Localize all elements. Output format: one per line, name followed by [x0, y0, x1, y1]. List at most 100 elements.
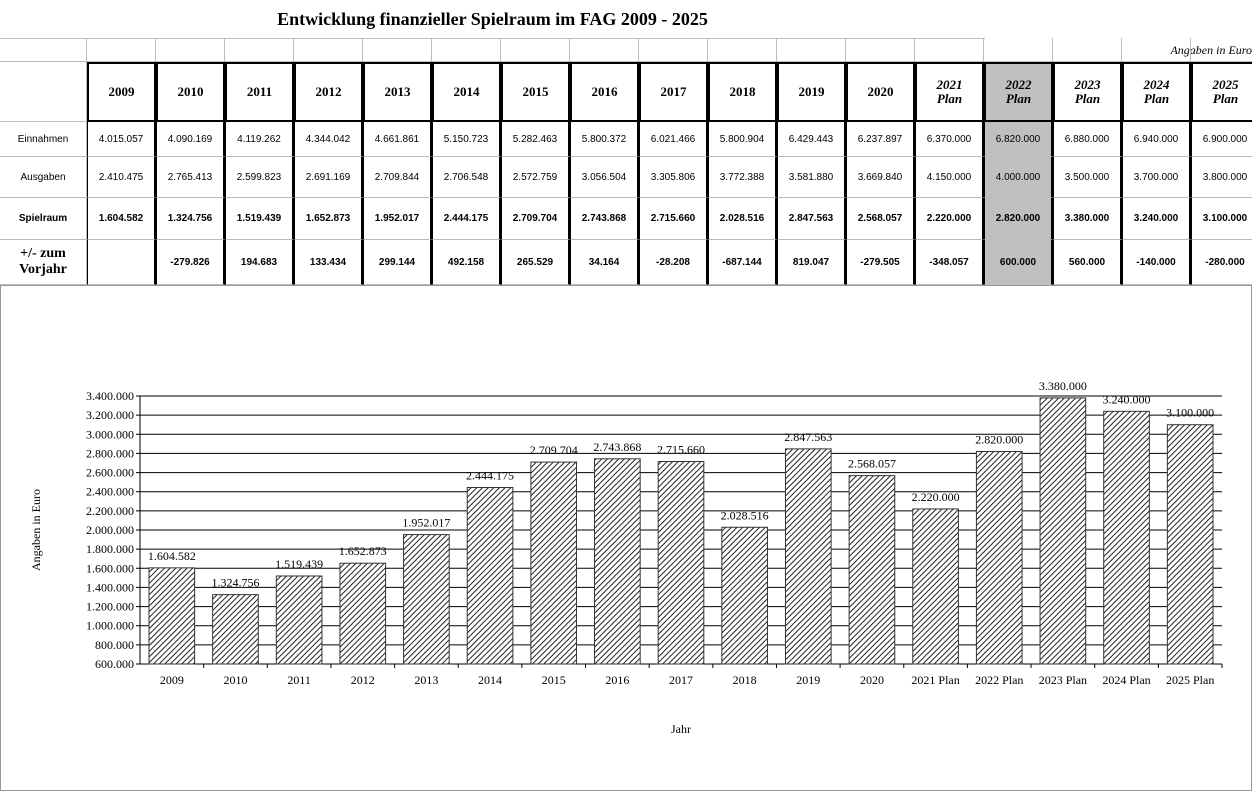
x-tick-label: 2021 Plan: [911, 673, 960, 687]
cell: 1.604.582: [87, 198, 156, 240]
cell: 2.715.660: [639, 198, 708, 240]
data-label: 3.240.000: [1103, 392, 1151, 406]
bar: [1166, 424, 1214, 665]
cell: [501, 38, 570, 62]
cell: -280.000: [1191, 240, 1252, 285]
y-tick-label: 2.600.000: [86, 466, 134, 480]
data-label: 1.652.873: [339, 544, 387, 558]
cell: [156, 38, 225, 62]
cell: 492.158: [432, 240, 501, 285]
cell: 2.028.516: [708, 198, 777, 240]
x-tick-label: 2019: [796, 673, 821, 687]
data-label: 1.324.756: [211, 576, 259, 590]
cell: 3.500.000: [1053, 157, 1122, 198]
data-label: 2.743.868: [593, 440, 641, 454]
cell: 5.800.372: [570, 122, 639, 157]
bar: [848, 475, 896, 665]
cell: 4.090.169: [156, 122, 225, 157]
cell: 3.581.880: [777, 157, 846, 198]
cell: 1.324.756: [156, 198, 225, 240]
x-tick-label: 2016: [605, 673, 630, 687]
column-header: 2016: [570, 62, 639, 122]
x-tick-label: 2012: [350, 673, 375, 687]
data-label: 1.604.582: [148, 549, 196, 563]
cell: [1191, 38, 1252, 62]
cell: 5.150.723: [432, 122, 501, 157]
x-tick-label: 2017: [669, 673, 693, 687]
y-tick-label: 1.400.000: [86, 580, 134, 594]
y-tick-label: 3.000.000: [86, 427, 134, 441]
data-label: 2.847.563: [784, 430, 832, 444]
column-header: 2014: [432, 62, 501, 122]
column-header: 2017: [639, 62, 708, 122]
cell: 3.700.000: [1122, 157, 1191, 198]
cell: 3.305.806: [639, 157, 708, 198]
cell: [87, 240, 156, 285]
cell: [294, 38, 363, 62]
y-tick-label: 3.400.000: [86, 389, 134, 403]
y-tick-label: 1.600.000: [86, 561, 134, 575]
bar: [212, 594, 259, 665]
row-label: Ausgaben: [0, 157, 87, 198]
x-tick-label: 2009: [159, 673, 184, 687]
data-label: 2.715.660: [657, 443, 705, 457]
row-label: Spielraum: [0, 198, 87, 240]
row-label: +/- zum Vorjahr: [0, 240, 87, 285]
cell: 6.429.443: [777, 122, 846, 157]
column-header: 2025 Plan: [1191, 62, 1252, 122]
cell: 4.000.000: [984, 157, 1053, 198]
data-label: 1.519.439: [275, 557, 323, 571]
cell: 2.847.563: [777, 198, 846, 240]
data-label: 3.100.000: [1166, 406, 1214, 420]
cell: 34.164: [570, 240, 639, 285]
x-tick-label: 2014: [478, 673, 503, 687]
x-tick-label: 2013: [414, 673, 439, 687]
cell: 4.344.042: [294, 122, 363, 157]
cell: 3.100.000: [1191, 198, 1252, 240]
x-tick-label: 2024 Plan: [1102, 673, 1151, 687]
cell: [639, 38, 708, 62]
cell: 2.444.175: [432, 198, 501, 240]
cell: 5.800.904: [708, 122, 777, 157]
cell: 2.706.548: [432, 157, 501, 198]
y-axis-label: Angaben in Euro: [29, 489, 43, 571]
bar: [1103, 410, 1150, 665]
cell: 2.709.704: [501, 198, 570, 240]
x-tick-label: 2020: [859, 673, 884, 687]
cell: 3.772.388: [708, 157, 777, 198]
data-label: 2.820.000: [975, 433, 1023, 447]
cell: 194.683: [225, 240, 294, 285]
bar: [339, 562, 387, 665]
cell: 2.820.000: [984, 198, 1053, 240]
bar: [403, 534, 450, 665]
cell: [0, 38, 87, 62]
table-title: Entwicklung finanzieller Spielraum im FA…: [0, 0, 985, 39]
cell: 4.150.000: [915, 157, 984, 198]
column-header: 2010: [156, 62, 225, 122]
cell: 3.800.000: [1191, 157, 1252, 198]
cell: 4.119.262: [225, 122, 294, 157]
column-header: 2022 Plan: [984, 62, 1053, 122]
cell: 299.144: [363, 240, 432, 285]
cell: 1.519.439: [225, 198, 294, 240]
cell: [570, 38, 639, 62]
column-header: 2011: [225, 62, 294, 122]
cell: 6.940.000: [1122, 122, 1191, 157]
cell: 2.691.169: [294, 157, 363, 198]
cell: 3.380.000: [1053, 198, 1122, 240]
cell: 1.652.873: [294, 198, 363, 240]
data-label: 2.220.000: [912, 490, 960, 504]
y-tick-label: 600.000: [95, 657, 134, 671]
y-tick-label: 2.200.000: [86, 504, 134, 518]
data-label: 2.568.057: [848, 457, 896, 471]
bar: [466, 486, 514, 665]
cell: 3.056.504: [570, 157, 639, 198]
column-header: 2013: [363, 62, 432, 122]
cell: 4.015.057: [87, 122, 156, 157]
bar: [275, 575, 323, 665]
column-header: 2021 Plan: [915, 62, 984, 122]
column-header: 2009: [87, 62, 156, 122]
cell: [708, 38, 777, 62]
cell: [1122, 38, 1191, 62]
cell: 4.661.861: [363, 122, 432, 157]
